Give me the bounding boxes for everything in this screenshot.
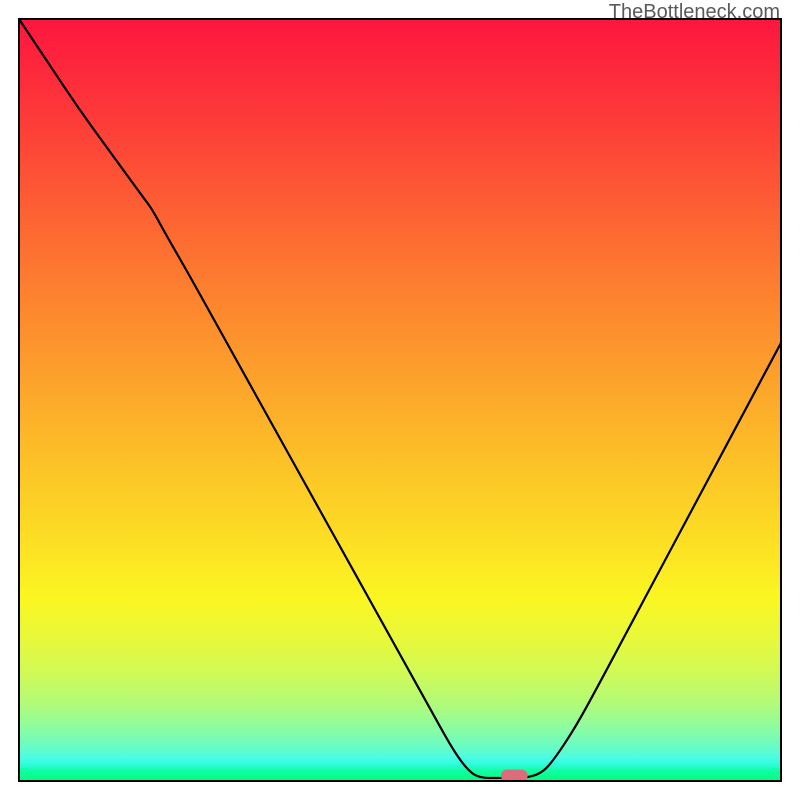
- optimal-point-marker: [501, 770, 528, 782]
- plot-background: [19, 19, 781, 781]
- plot-svg: [0, 0, 800, 800]
- bottleneck-figure: TheBottleneck.com: [0, 0, 800, 800]
- watermark-text: TheBottleneck.com: [609, 1, 780, 24]
